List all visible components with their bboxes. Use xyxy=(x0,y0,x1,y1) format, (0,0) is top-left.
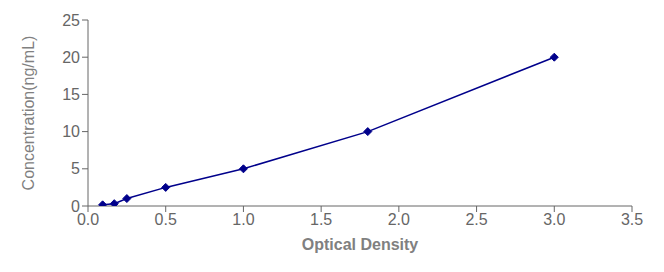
svg-text:5: 5 xyxy=(71,160,80,177)
svg-text:0.5: 0.5 xyxy=(155,211,177,228)
svg-text:15: 15 xyxy=(62,86,80,103)
svg-text:10: 10 xyxy=(62,123,80,140)
svg-text:25: 25 xyxy=(62,12,80,29)
svg-text:20: 20 xyxy=(62,49,80,66)
svg-text:2.0: 2.0 xyxy=(388,211,410,228)
svg-text:3.0: 3.0 xyxy=(543,211,565,228)
svg-text:Optical Density: Optical Density xyxy=(302,236,419,253)
svg-text:0.0: 0.0 xyxy=(77,211,99,228)
svg-text:3.5: 3.5 xyxy=(621,211,643,228)
svg-text:1.0: 1.0 xyxy=(232,211,254,228)
svg-text:2.5: 2.5 xyxy=(465,211,487,228)
svg-text:0: 0 xyxy=(71,198,80,215)
svg-text:1.5: 1.5 xyxy=(310,211,332,228)
svg-text:Concentration(ng/mL): Concentration(ng/mL) xyxy=(20,36,37,191)
